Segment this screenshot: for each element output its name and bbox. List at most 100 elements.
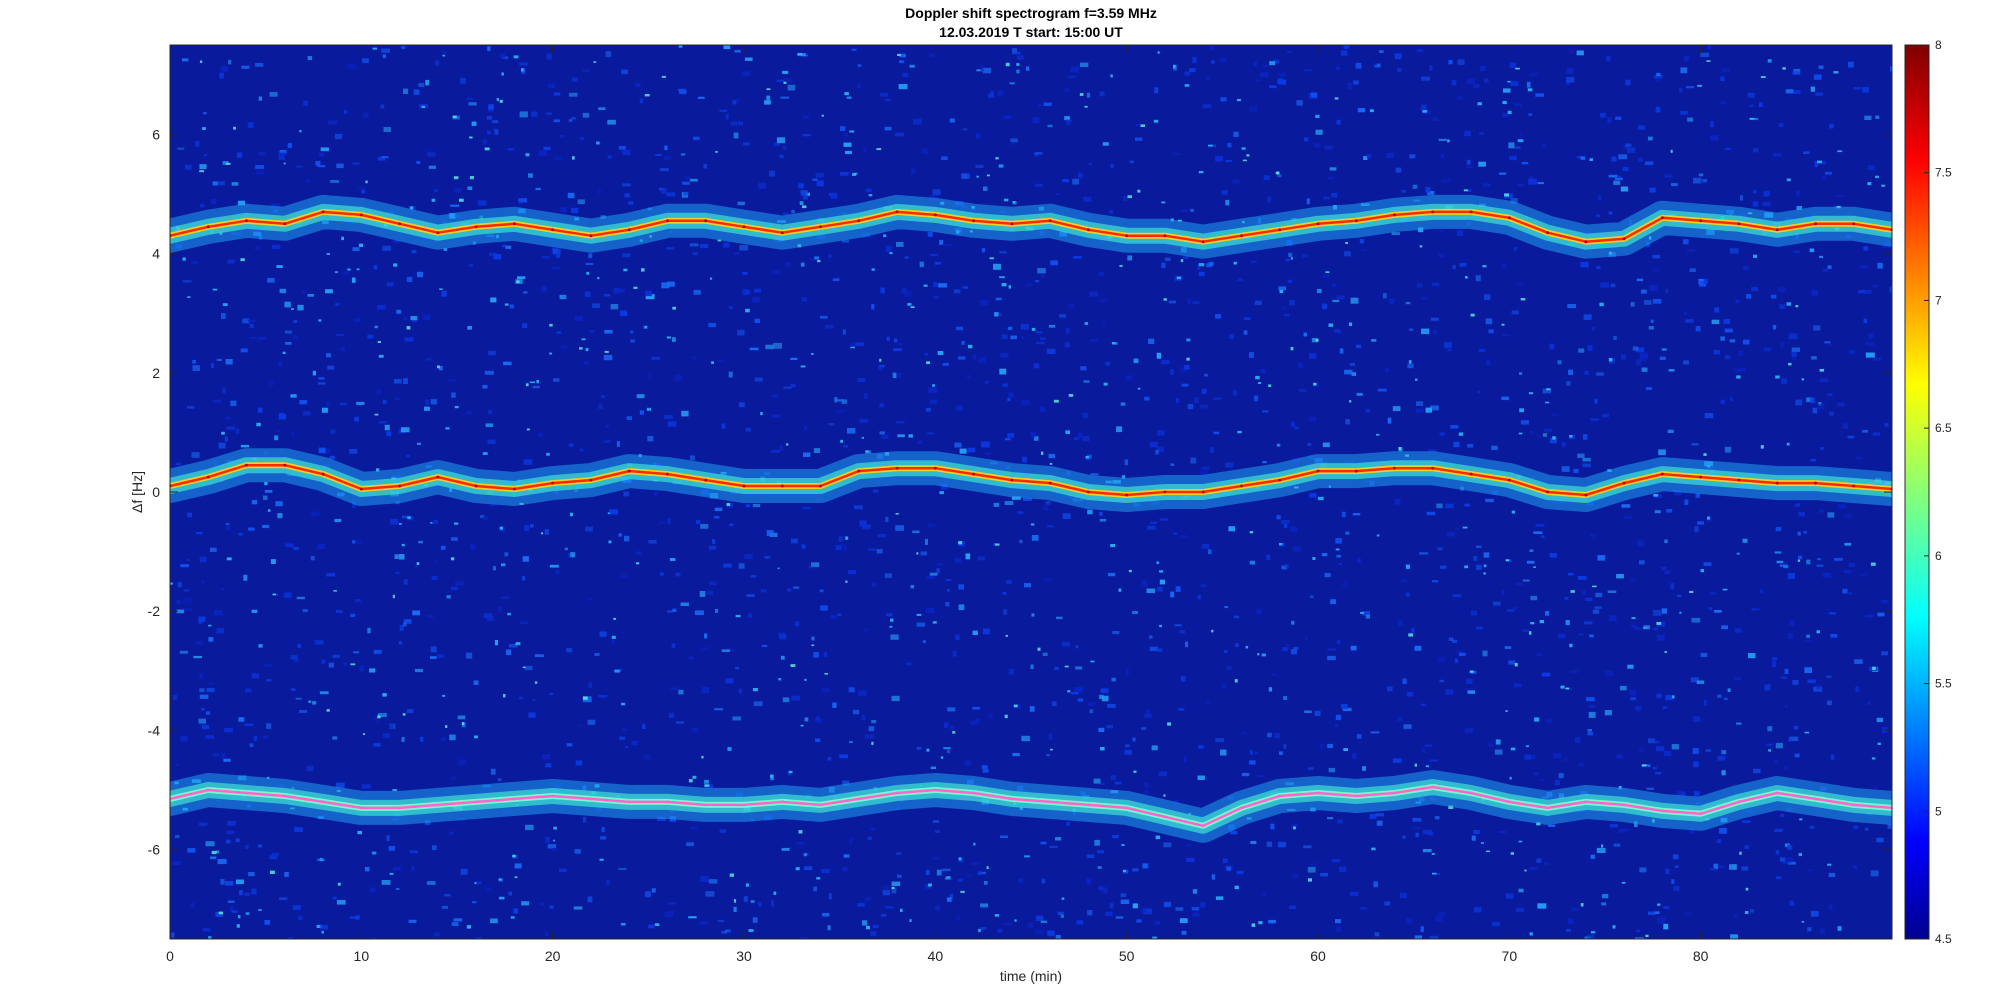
noise-speckle [1249, 760, 1256, 765]
noise-speckle [226, 426, 236, 430]
noise-speckle [642, 723, 646, 729]
noise-speckle [1654, 740, 1660, 744]
noise-speckle [830, 615, 837, 619]
noise-speckle [871, 582, 877, 587]
noise-speckle [1024, 583, 1031, 588]
noise-speckle [414, 564, 419, 569]
noise-speckle [1771, 661, 1777, 668]
noise-speckle [1793, 90, 1801, 94]
noise-speckle-bright [225, 162, 231, 165]
noise-speckle-bright [1511, 510, 1515, 514]
noise-speckle [721, 649, 731, 652]
noise-speckle-bright [337, 882, 341, 886]
noise-speckle-bright [522, 666, 526, 669]
noise-speckle [1028, 922, 1034, 929]
noise-speckle [299, 400, 307, 405]
noise-speckle [1884, 423, 1889, 427]
noise-speckle [1052, 701, 1057, 707]
noise-speckle [210, 856, 217, 860]
noise-speckle [1758, 102, 1763, 107]
noise-speckle [1070, 692, 1079, 695]
noise-speckle [1719, 865, 1724, 868]
noise-speckle-bright [1520, 298, 1526, 301]
noise-speckle [1767, 59, 1772, 63]
noise-speckle-bright [1483, 564, 1487, 568]
noise-speckle [1157, 430, 1165, 436]
noise-speckle [1676, 594, 1682, 597]
noise-speckle [1019, 539, 1023, 544]
noise-speckle [929, 399, 938, 404]
noise-speckle [1421, 747, 1426, 753]
noise-speckle [892, 372, 897, 379]
noise-speckle [1614, 177, 1623, 181]
noise-speckle [1553, 753, 1562, 759]
x-axis: 0 10 20 30 40 50 60 70 80 [166, 45, 1709, 964]
trace-point [1737, 478, 1741, 482]
noise-speckle [1877, 612, 1885, 617]
noise-speckle [1774, 828, 1783, 832]
noise-speckle [1549, 553, 1557, 558]
noise-speckle-bright [865, 450, 869, 453]
noise-speckle [1046, 525, 1054, 528]
noise-speckle-bright [1670, 149, 1673, 153]
noise-speckle [1256, 609, 1262, 614]
noise-speckle [1143, 908, 1152, 915]
noise-speckle-bright [844, 92, 849, 96]
noise-speckle [1004, 438, 1011, 441]
noise-speckle [249, 323, 254, 329]
noise-speckle [631, 740, 638, 746]
noise-speckle [1311, 92, 1318, 98]
noise-speckle [262, 524, 270, 529]
noise-speckle-bright [170, 582, 173, 585]
noise-speckle [451, 922, 459, 926]
noise-speckle [1537, 903, 1547, 909]
trace-point [1316, 222, 1320, 226]
noise-speckle [318, 447, 326, 454]
noise-speckle [1307, 866, 1316, 873]
noise-speckle-bright [726, 503, 731, 506]
noise-speckle [1803, 530, 1807, 534]
noise-speckle [1427, 191, 1435, 195]
noise-speckle [1529, 175, 1533, 181]
noise-speckle [519, 111, 528, 118]
noise-speckle [493, 128, 498, 131]
noise-speckle [1534, 772, 1539, 776]
noise-speckle [1431, 282, 1439, 287]
noise-speckle [293, 320, 298, 323]
noise-speckle [1806, 634, 1810, 638]
noise-speckle [1293, 646, 1299, 650]
noise-speckle [545, 763, 552, 768]
noise-speckle [705, 891, 715, 897]
noise-speckle-bright [593, 61, 597, 63]
noise-speckle [553, 92, 561, 96]
noise-speckle [1221, 190, 1228, 195]
trace-point [321, 210, 325, 214]
noise-speckle [1184, 364, 1190, 370]
noise-speckle [293, 335, 299, 340]
noise-speckle [226, 839, 231, 844]
trace-point [1469, 472, 1473, 476]
noise-speckle [551, 267, 560, 270]
noise-speckle [514, 863, 522, 869]
noise-speckle [1099, 782, 1106, 785]
noise-speckle [1201, 388, 1207, 394]
noise-speckle [1608, 615, 1617, 622]
noise-speckle [583, 360, 589, 365]
noise-speckle [1640, 289, 1647, 294]
noise-speckle [1394, 53, 1402, 60]
noise-speckle [1611, 156, 1617, 162]
trace-point [1240, 234, 1243, 238]
noise-speckle-bright [599, 858, 604, 861]
noise-speckle-bright [800, 724, 804, 727]
noise-speckle [552, 248, 561, 255]
noise-speckle [1596, 214, 1600, 217]
noise-speckle [524, 525, 530, 531]
noise-speckle [899, 53, 906, 58]
noise-speckle [278, 150, 288, 155]
noise-speckle [1615, 116, 1622, 120]
noise-speckle [1197, 775, 1205, 780]
noise-speckle [927, 432, 934, 435]
noise-speckle [1041, 878, 1046, 884]
noise-speckle [522, 556, 529, 562]
trace-point [1240, 484, 1243, 488]
